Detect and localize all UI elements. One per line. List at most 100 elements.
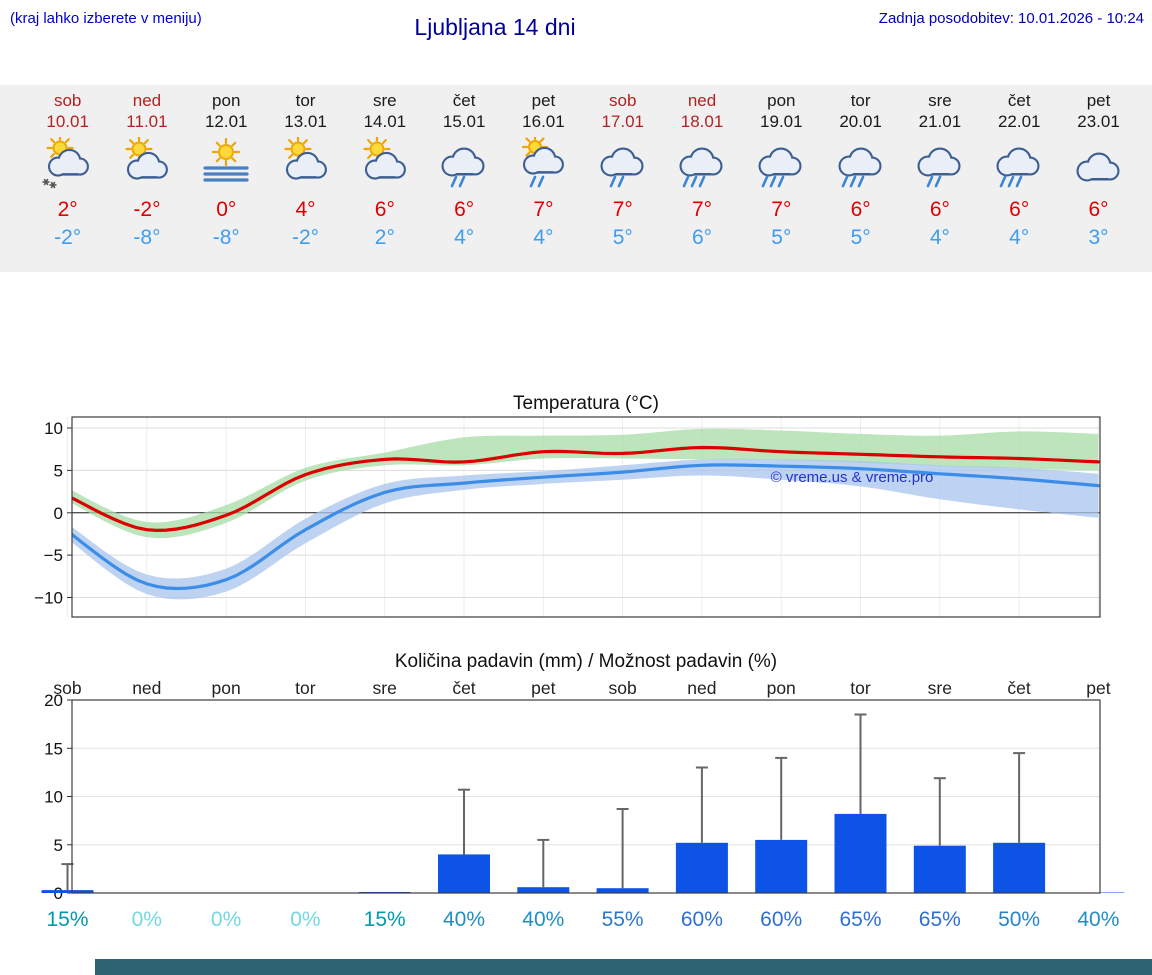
sun-cloud-icon bbox=[266, 137, 345, 191]
low-temp: -2° bbox=[54, 226, 82, 249]
forecast-day[interactable]: sre 14.01 6° 2° bbox=[345, 90, 424, 251]
high-temp: 6° bbox=[454, 198, 475, 221]
forecast-day[interactable]: sre 21.01 6° 4° bbox=[900, 90, 979, 251]
forecast-day[interactable]: ned 18.01 7° 6° bbox=[662, 90, 741, 251]
low-temp: 5° bbox=[850, 226, 871, 249]
forecast-day[interactable]: pet 23.01 6° 3° bbox=[1059, 90, 1138, 251]
svg-text:Količina padavin (mm) / Možnos: Količina padavin (mm) / Možnost padavin … bbox=[395, 651, 777, 672]
cloud-rain-icon bbox=[900, 137, 979, 191]
cloud-rain-icon bbox=[583, 137, 662, 191]
cloud-heavy-rain-icon bbox=[980, 137, 1059, 191]
high-temp: 2° bbox=[57, 198, 78, 221]
svg-text:Temperatura (°C): Temperatura (°C) bbox=[513, 393, 659, 414]
svg-text:sre: sre bbox=[373, 678, 397, 698]
day-name: sob bbox=[53, 91, 82, 110]
svg-text:sob: sob bbox=[608, 678, 636, 698]
svg-text:5: 5 bbox=[54, 461, 63, 480]
precip-probability: 60% bbox=[681, 908, 723, 931]
high-temp: 7° bbox=[771, 198, 792, 221]
svg-text:tor: tor bbox=[295, 678, 316, 698]
day-name: ned bbox=[132, 91, 162, 110]
forecast-day[interactable]: čet 15.01 6° 4° bbox=[424, 90, 503, 251]
low-temp: 2° bbox=[374, 226, 395, 249]
sun-fog-icon bbox=[187, 137, 266, 191]
forecast-day[interactable]: pet 16.01 7° 4° bbox=[504, 90, 583, 251]
cloud-heavy-rain-icon bbox=[662, 137, 741, 191]
precip-probability: 15% bbox=[46, 908, 88, 931]
forecast-day[interactable]: tor 13.01 4° -2° bbox=[266, 90, 345, 251]
forecast-day[interactable]: ned 11.01 -2° -8° bbox=[107, 90, 186, 251]
low-temp: 4° bbox=[454, 226, 475, 249]
forecast-day[interactable]: pon 19.01 7° 5° bbox=[742, 90, 821, 251]
forecast-day[interactable]: sob 10.01 2° -2° bbox=[28, 90, 107, 251]
low-temp: 4° bbox=[1009, 226, 1030, 249]
low-temp: -2° bbox=[292, 226, 320, 249]
svg-text:pet: pet bbox=[1086, 678, 1110, 698]
low-temp: 6° bbox=[691, 226, 713, 249]
svg-text:pon: pon bbox=[211, 678, 240, 698]
day-name: ned bbox=[687, 91, 717, 110]
location-hint: (kraj lahko izberete v meniju) bbox=[10, 10, 202, 27]
low-temp: 5° bbox=[612, 226, 633, 249]
day-name: tor bbox=[850, 91, 871, 110]
svg-text:© vreme.us & vreme.pro: © vreme.us & vreme.pro bbox=[771, 469, 934, 486]
high-temp: 6° bbox=[1088, 198, 1109, 221]
svg-text:15: 15 bbox=[44, 739, 63, 758]
day-date: 23.01 bbox=[1077, 112, 1120, 131]
high-temp: 7° bbox=[691, 198, 713, 221]
precip-probability: 65% bbox=[919, 908, 961, 931]
precip-probability: 50% bbox=[998, 908, 1040, 931]
precip-probability: 40% bbox=[1077, 908, 1119, 931]
forecast-day[interactable]: tor 20.01 6° 5° bbox=[821, 90, 900, 251]
sun-cloud-snow-icon bbox=[28, 137, 107, 191]
day-date: 13.01 bbox=[284, 112, 327, 131]
forecast-day[interactable]: čet 22.01 6° 4° bbox=[980, 90, 1059, 251]
high-temp: 6° bbox=[1009, 198, 1030, 221]
svg-text:0: 0 bbox=[54, 884, 63, 903]
day-date: 22.01 bbox=[997, 112, 1041, 131]
day-name: pon bbox=[212, 91, 241, 110]
svg-text:10: 10 bbox=[44, 788, 63, 807]
svg-text:čet: čet bbox=[1007, 678, 1030, 698]
day-date: 10.01 bbox=[46, 112, 89, 131]
day-date: 11.01 bbox=[126, 112, 168, 131]
forecast-day[interactable]: sob 17.01 7° 5° bbox=[583, 90, 662, 251]
day-name: čet bbox=[452, 91, 476, 110]
day-date: 16.01 bbox=[522, 112, 565, 131]
high-temp: 6° bbox=[929, 198, 950, 221]
day-name: pon bbox=[767, 91, 796, 110]
forecast-day[interactable]: pon 12.01 0° -8° bbox=[187, 90, 266, 251]
sun-cloud-icon bbox=[107, 137, 186, 191]
day-date: 17.01 bbox=[601, 112, 644, 131]
low-temp: 5° bbox=[771, 226, 792, 249]
day-date: 15.01 bbox=[442, 112, 486, 131]
day-name: čet bbox=[1007, 91, 1031, 110]
day-name: pet bbox=[1086, 91, 1111, 110]
precip-probability: 0% bbox=[211, 908, 241, 931]
svg-text:ned: ned bbox=[687, 678, 716, 698]
high-temp: 0° bbox=[216, 198, 237, 221]
day-name: sre bbox=[373, 91, 397, 110]
footer-bar bbox=[95, 959, 1152, 975]
svg-text:pet: pet bbox=[531, 678, 555, 698]
low-temp: -8° bbox=[212, 226, 240, 249]
svg-text:tor: tor bbox=[850, 678, 871, 698]
precip-probability: 40% bbox=[443, 908, 485, 931]
svg-text:5: 5 bbox=[54, 836, 63, 855]
day-date: 14.01 bbox=[363, 112, 407, 131]
precip-probability: 0% bbox=[290, 908, 320, 931]
svg-text:pon: pon bbox=[767, 678, 796, 698]
day-name: pet bbox=[531, 91, 556, 110]
svg-text:sre: sre bbox=[928, 678, 952, 698]
day-name: sre bbox=[928, 91, 952, 110]
low-temp: 4° bbox=[929, 226, 950, 249]
svg-text:čet: čet bbox=[452, 678, 475, 698]
day-date: 21.01 bbox=[918, 112, 962, 131]
day-date: 19.01 bbox=[760, 112, 803, 131]
precip-probability: 60% bbox=[760, 908, 802, 931]
high-temp: 7° bbox=[612, 198, 633, 221]
sun-cloud-icon bbox=[345, 137, 424, 191]
high-temp: -2° bbox=[133, 198, 161, 221]
